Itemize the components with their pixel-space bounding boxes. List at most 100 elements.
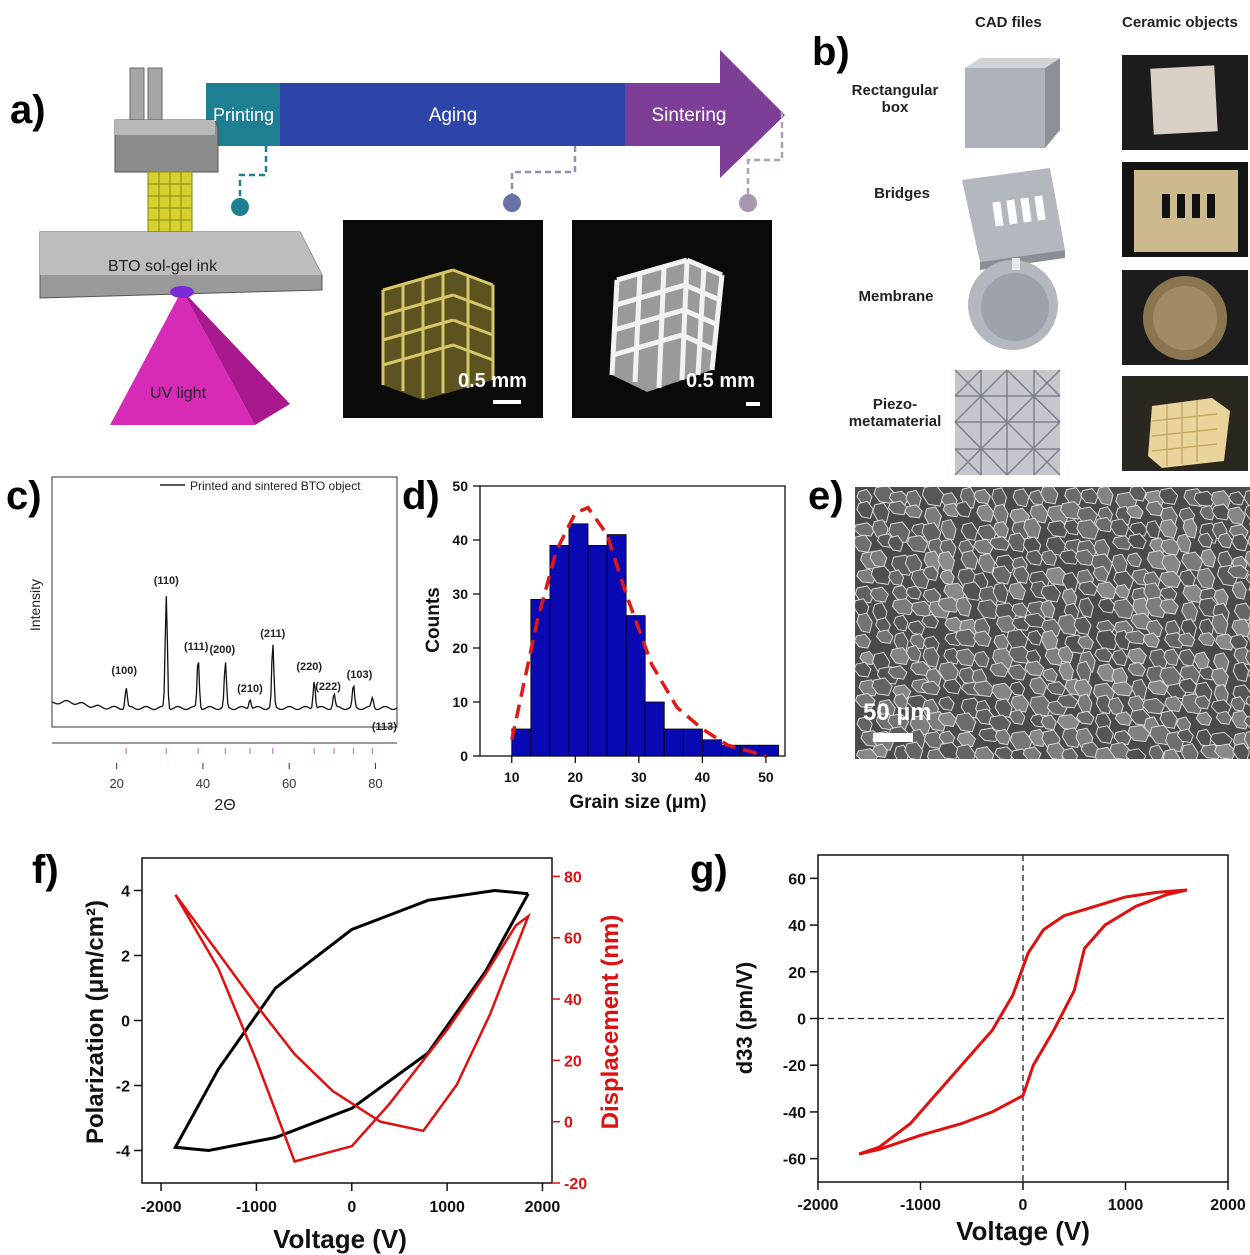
histogram-bar [644,701,665,757]
sem-grain [1111,681,1134,697]
d33-y-tick-label: -60 [783,1152,806,1169]
sem-grain [1125,748,1147,759]
sem-grain [1040,487,1059,505]
sem-grain [1226,506,1246,525]
sem-grain [855,633,872,649]
sem-grain [960,550,979,570]
sem-grain [1045,566,1068,586]
histogram-x-tick-label: 40 [695,769,711,785]
sem-grain [1113,570,1135,591]
scale-bar-1-label: 0.5 mm [458,370,527,392]
panel-label-c: c) [6,474,42,518]
sem-grain [943,647,961,665]
pf-y2-tick-label: 40 [564,992,582,1009]
sem-grain [1061,571,1079,593]
histogram-bar [625,615,646,757]
sem-grain [1145,500,1164,517]
sem-grain [1159,586,1178,601]
ceramic-bridges-photo [1122,162,1248,257]
xrd-x-axis-label: 2Θ [214,797,235,814]
stage-aging-label: Aging [428,105,478,126]
sem-grain [856,500,874,519]
sem-grain [1012,565,1030,584]
sem-grain [1056,713,1080,731]
xrd-x-tick-label: 60 [282,776,296,791]
sem-grain [1199,504,1216,521]
pf-x-tick-label: -1000 [236,1199,277,1216]
xrd-peak-label: (211) [260,628,285,640]
sem-grain [1215,710,1233,725]
xrd-trace [51,596,398,711]
sem-grain [1059,549,1080,565]
row-label-piezo-metamaterial: Piezo- metamaterial [835,396,955,430]
sintering-marker [739,194,757,212]
sem-grain [889,646,911,666]
polarization-loop [172,888,530,1153]
pf-y2-tick-label: 80 [564,869,582,886]
histogram-x-tick-label: 10 [504,769,520,785]
d33-y-tick-label: 60 [788,871,806,888]
histogram-x-tick-label: 20 [568,769,584,785]
sem-grain [978,727,1000,743]
aged-lattice-drawing [381,268,521,404]
sem-grain [942,678,962,695]
pf-x-tick-label: 2000 [525,1199,561,1216]
sem-grain [976,503,995,523]
aged-lattice-photo: 0.5 mm [343,220,543,418]
sem-grain [1096,487,1114,506]
sem-grain [1181,551,1204,572]
sem-grain [991,682,1013,701]
sem-grain [1078,580,1099,596]
sem-grain [1080,488,1099,505]
sem-grain [954,712,977,733]
sem-grain [1243,715,1250,728]
sem-grain [1124,630,1148,645]
sem-grain [855,661,872,678]
sem-grain [1231,581,1247,600]
xrd-peak-label: (200) [210,644,236,656]
sem-grain [1095,581,1117,600]
arrow-aging-segment [280,83,626,146]
sem-grain [1245,573,1250,584]
sem-grain [1194,694,1211,710]
panel-label-e: e) [808,474,844,518]
sem-grain [1096,663,1116,683]
sem-grain [1126,504,1144,519]
sem-grain [1046,520,1069,538]
uv-focus-spot [170,286,194,298]
sem-grain-texture [855,487,1250,759]
sem-grain [1195,728,1213,748]
uv-light-label: UV light [150,385,207,402]
sem-grain [1163,648,1180,667]
sem-grain [1231,710,1250,730]
sem-grain [1178,648,1196,667]
row-label-bridges: Bridges [842,185,962,202]
xrd-reference-lines [125,748,374,754]
sem-grain [1022,746,1042,759]
sem-grain [1214,633,1236,651]
sem-grain [1113,729,1132,746]
sem-grain [1178,677,1198,694]
printer-head-top [115,120,215,135]
sem-grain [1197,532,1213,549]
sem-grain [1009,709,1026,725]
xrd-x-tick-label: 20 [109,776,123,791]
histogram-bar [568,523,589,757]
sem-grain [992,520,1009,539]
sem-grain [1075,710,1095,725]
histogram-y-tick-label: 20 [452,640,468,656]
histogram-ticks: 10 20 30 40 50 0 10 20 30 40 50 [452,478,774,785]
histogram-x-tick-label: 30 [631,769,647,785]
sem-grain [887,535,904,552]
sem-grain [1095,694,1113,715]
xrd-peak-label: (222) [315,681,341,693]
sem-grain [905,644,922,663]
histogram-bar [682,728,703,757]
sem-grain [924,506,942,528]
sem-grain [1231,533,1249,552]
scale-bar-2-label: 0.5 mm [686,370,755,392]
sem-grain [1056,694,1079,709]
sem-grain [856,568,877,584]
xrd-peak-label: (100) [111,665,137,677]
